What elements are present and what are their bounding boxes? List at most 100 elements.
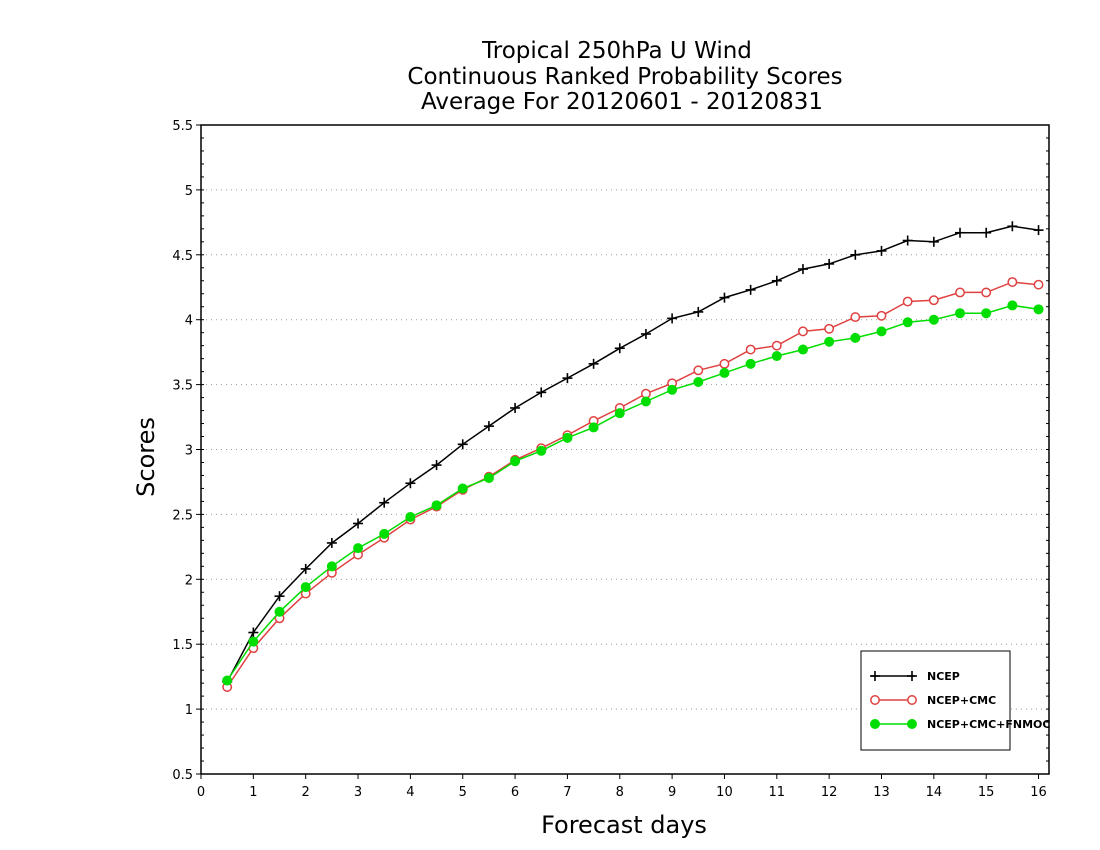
data-point [745,358,756,369]
data-point [640,328,651,339]
legend-label: NCEP+CMC+FNMOC [927,718,1050,731]
data-point [876,310,887,321]
data-point [300,563,311,574]
series-line [226,281,1039,688]
data-point [719,358,730,369]
title-line-2: Continuous Ranked Probability Scores [407,64,842,90]
data-point [300,582,311,593]
x-tick-label: 10 [716,785,733,800]
data-point [274,606,285,617]
data-point [562,432,573,443]
data-point [536,387,547,398]
data-point [1007,221,1018,232]
data-point [745,344,756,355]
x-tick-label: 11 [769,785,786,800]
legend-label: NCEP+CMC [927,694,996,707]
data-point [798,326,808,337]
data-point [405,478,416,489]
data-point [955,308,966,319]
legend-entry: NCEP [870,670,960,683]
data-point [510,402,521,413]
data-point [981,308,992,319]
data-point [667,384,678,395]
x-tick-label: 6 [511,785,519,800]
data-point [902,235,913,246]
data-point [353,518,364,529]
x-tick-label: 9 [668,785,676,800]
data-point [928,314,939,325]
data-point [326,537,337,548]
data-point [667,313,678,324]
data-point [693,306,704,317]
data-point [379,497,390,508]
data-point [719,367,730,378]
data-point [955,287,965,298]
data-point [876,326,887,337]
data-point [928,295,939,306]
data-point [981,227,992,238]
legend: NCEP NCEP+CMC NCEP+CMC+FNMOC [860,650,1050,751]
data-point [222,675,233,686]
x-tick-label: 15 [978,785,995,800]
legend-label: NCEP [927,670,960,683]
x-tick-label: 0 [197,785,205,800]
y-tick-label: 1.5 [172,638,193,653]
data-point [797,344,808,355]
data-point [824,258,835,269]
data-point [1033,304,1044,315]
data-point [353,543,364,554]
data-point [588,358,599,369]
data-point [1033,225,1044,236]
data-point [876,245,887,256]
y-tick-label: 2 [185,573,193,588]
data-point [850,249,861,260]
x-tick-label: 3 [354,785,362,800]
data-point [1007,300,1018,311]
data-point [248,627,259,638]
y-tick-label: 3 [185,444,193,459]
data-series [222,221,1044,692]
y-tick-label: 5.5 [172,119,193,134]
data-point [431,460,442,471]
data-point [719,292,730,303]
data-point [902,317,913,328]
series-ncep [222,221,1044,687]
data-point [614,408,625,419]
series-line [226,225,1039,683]
data-point [1033,279,1044,290]
data-point [248,636,259,647]
data-point [850,312,861,323]
legend-marker [870,719,880,729]
data-point [771,275,782,286]
data-point [824,323,835,334]
data-point [274,591,285,602]
y-tick-label: 4.5 [172,249,193,264]
x-axis-label: Forecast days [541,811,707,839]
x-tick-label: 4 [406,785,414,800]
x-tick-label: 16 [1030,785,1047,800]
data-point [745,284,756,295]
legend-marker [870,695,880,705]
data-point [379,528,390,539]
data-point [824,336,835,347]
data-point [483,473,494,484]
data-point [693,365,704,376]
data-point [850,332,861,343]
x-tick-label: 14 [926,785,943,800]
x-tick-label: 2 [302,785,310,800]
legend-items: NCEP NCEP+CMC NCEP+CMC+FNMOC [870,670,1050,731]
data-point [640,396,651,407]
data-point [536,445,547,456]
y-axis-ticks: 0.5 1 1.5 2 2.5 3 3.5 4 4.5 5 5.5 [172,119,1049,783]
y-tick-label: 1 [185,703,193,718]
y-axis-label: Scores [132,417,160,497]
x-tick-label: 5 [459,785,467,800]
series-line [226,304,1039,681]
data-point [771,351,782,362]
legend-entry: NCEP+CMC+FNMOC [870,718,1050,731]
y-tick-label: 5 [185,184,193,199]
x-tick-label: 13 [873,785,890,800]
data-point [562,373,573,384]
data-point [928,236,939,247]
